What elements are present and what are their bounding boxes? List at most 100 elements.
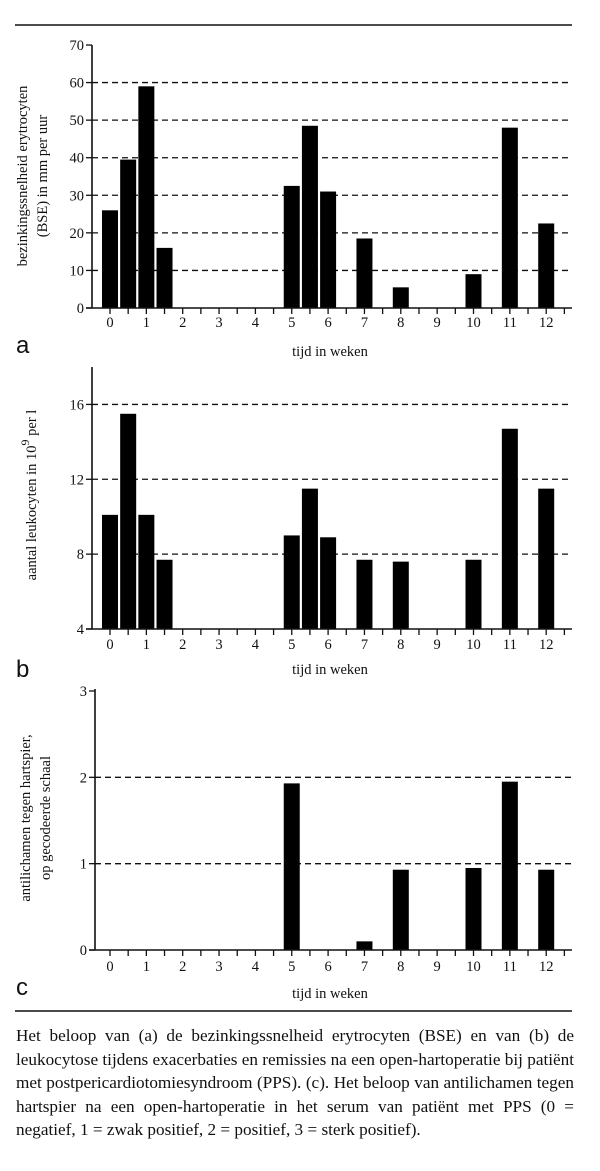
bar [138,86,155,308]
x-tick-label: 2 [179,315,186,331]
x-tick-label: 6 [324,637,331,653]
y-tick-label: 1 [80,857,87,873]
y-tick-label: 2 [80,770,87,786]
bar [120,159,137,308]
x-tick-label: 2 [179,637,186,653]
y-tick-label: 4 [77,622,85,638]
bar [320,537,337,629]
x-tick-label: 12 [539,315,554,331]
bar [102,210,118,308]
bar [283,535,300,629]
x-tick-label: 4 [252,637,260,653]
y-tick-label: 16 [70,397,85,413]
x-tick-label: 9 [434,637,441,653]
y-tick-label: 8 [77,547,84,563]
bar [538,488,555,629]
x-tick-label: 3 [215,315,222,331]
bar [465,867,482,950]
y-tick-label: 70 [70,38,85,54]
bar [301,488,318,629]
bar [465,274,482,308]
x-tick-label: 0 [106,959,113,975]
x-tick-label: 11 [503,959,517,975]
bar [501,127,518,309]
x-tick-label: 3 [215,959,222,975]
x-tick-label: 10 [466,315,481,331]
x-tick-label: 10 [466,637,481,653]
bar [538,869,555,950]
bar [283,185,300,308]
y-axis-label: op gecodeerde schaal [38,756,54,880]
bar [501,428,518,629]
y-tick-label: 0 [80,943,87,959]
bar [138,514,155,629]
y-tick-label: 20 [70,226,85,242]
x-tick-label: 0 [106,315,113,331]
x-tick-label: 6 [324,959,331,975]
x-tick-label: 12 [539,959,554,975]
x-tick-label: 8 [397,315,404,331]
bar [392,287,409,308]
bar [120,413,137,629]
x-tick-label: 7 [361,315,368,331]
panel-label: a [16,332,30,359]
x-tick-label: 5 [288,637,295,653]
x-tick-label: 8 [397,959,404,975]
x-tick-label: 1 [143,959,150,975]
bar [392,869,409,950]
bar [320,191,337,308]
y-tick-label: 3 [80,684,87,700]
x-axis-label: tijd in weken [292,344,368,360]
bar [392,561,409,629]
bar [538,223,555,308]
x-tick-label: 0 [106,637,113,653]
y-tick-label: 10 [70,263,85,279]
panel-label: b [16,656,29,683]
x-tick-label: 11 [503,315,517,331]
panel-label: c [16,974,28,1001]
y-axis-label: antilichamen tegen hartspier, [18,734,34,901]
y-tick-label: 12 [70,472,85,488]
x-tick-label: 3 [215,637,222,653]
figure-caption: Het beloop van (a) de bezinkingssnelheid… [16,1024,574,1142]
bar [156,247,173,308]
y-axis-label: aantal leukocyten in 109 per l [18,410,40,581]
y-axis-label: (BSE) in mm per uur [35,115,51,238]
y-tick-label: 0 [77,301,84,317]
x-tick-label: 1 [143,315,150,331]
y-tick-label: 30 [70,188,85,204]
x-tick-label: 8 [397,637,404,653]
x-tick-label: 10 [466,959,481,975]
bar [301,125,318,309]
x-tick-label: 2 [179,959,186,975]
x-tick-label: 5 [288,315,295,331]
bar [283,783,300,950]
x-tick-label: 5 [288,959,295,975]
y-axis-label: bezinkingssnelheid erytrocyten [15,85,31,267]
y-tick-label: 40 [70,151,85,167]
bar [156,559,173,629]
bar [356,941,373,950]
x-tick-label: 6 [324,315,331,331]
x-tick-label: 9 [434,959,441,975]
bar [465,559,482,629]
x-tick-label: 12 [539,637,554,653]
x-tick-label: 4 [252,959,260,975]
bar [356,559,373,629]
bar [356,238,373,308]
x-tick-label: 7 [361,637,368,653]
x-axis-label: tijd in weken [292,662,368,678]
x-tick-label: 7 [361,959,368,975]
x-tick-label: 11 [503,637,517,653]
y-tick-label: 60 [70,76,85,92]
x-tick-label: 9 [434,315,441,331]
x-axis-label: tijd in weken [292,986,368,1002]
x-tick-label: 4 [252,315,260,331]
y-tick-label: 50 [70,113,85,129]
bar [102,514,118,629]
bar [501,781,518,950]
